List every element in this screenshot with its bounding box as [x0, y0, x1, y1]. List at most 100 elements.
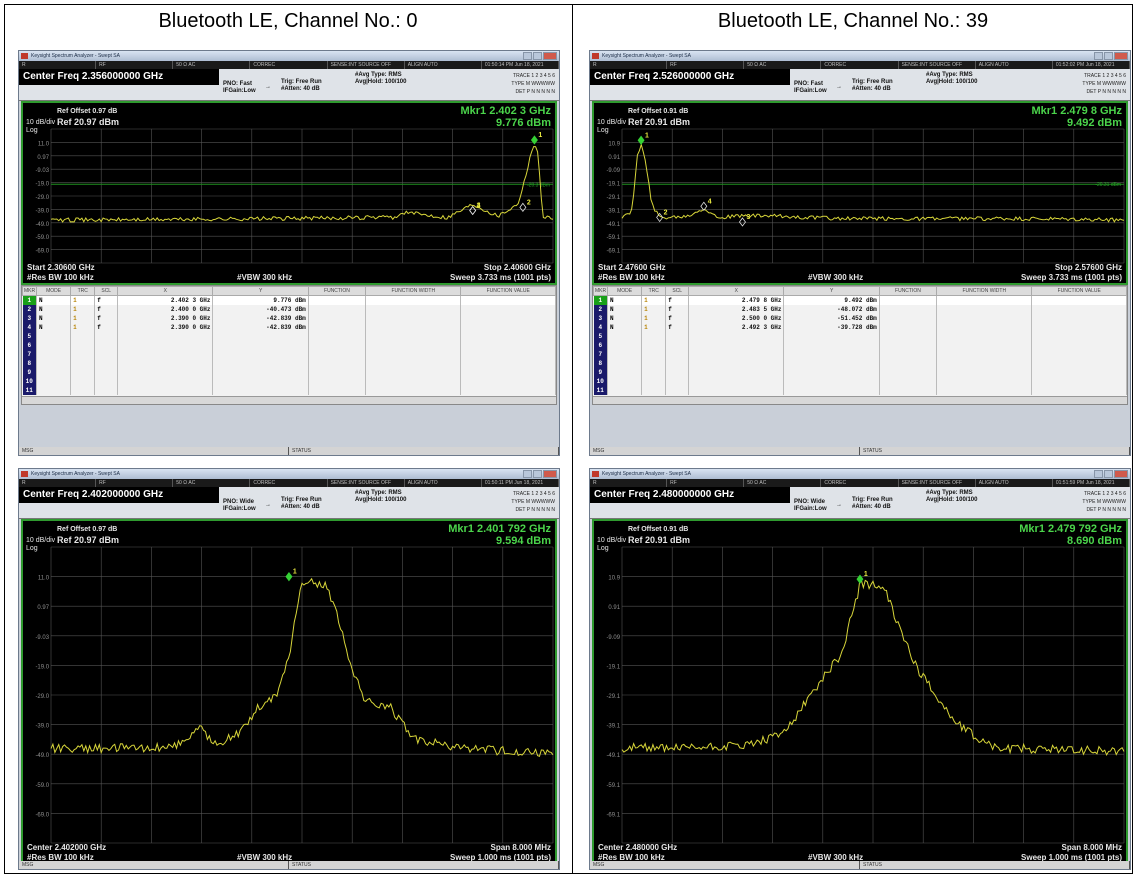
center-freq-readout[interactable]: Center Freq 2.526000000 GHz [590, 69, 790, 85]
marker-row[interactable]: 5 [22, 332, 556, 341]
trace-1-line [50, 145, 554, 223]
maximize-button[interactable] [533, 52, 542, 60]
marker-row[interactable]: 4 N 1 f 2.390 0 GHz -42.839 dBm [22, 323, 556, 332]
marker-row[interactable]: 8 [22, 359, 556, 368]
marker-cell [365, 359, 462, 368]
marker-row[interactable]: 9 [22, 368, 556, 377]
marker-row[interactable]: 7 [593, 350, 1127, 359]
display-footer: Center 2.402000 GHz Span 8.000 MHz #Res BW… [27, 843, 551, 863]
center-freq-readout[interactable]: Center Freq 2.480000000 GHz [590, 487, 790, 503]
window-title: Keysight Spectrum Analyzer - Swept SA [602, 471, 691, 477]
marker-row[interactable]: 11 [593, 386, 1127, 395]
minimize-button[interactable] [523, 52, 532, 60]
marker-table[interactable]: MKR MODE TRC SCL X Y FUNCTION FUNCTION WIDTH FUN… [592, 285, 1128, 405]
marker-row[interactable]: 5 [593, 332, 1127, 341]
window-title: Keysight Spectrum Analyzer - Swept SA [31, 471, 120, 477]
maximize-button[interactable] [1104, 470, 1113, 478]
marker-cell [936, 368, 1033, 377]
marker-row[interactable]: 1 N 1 f 2.479 8 GHz 9.492 dBm [593, 295, 1127, 305]
marker-cell [308, 377, 367, 386]
y-tick-label: -19.1 [606, 664, 620, 670]
instrument-status-line: R RF 50 Ω AC CORREC SENSE:INT SOURCE OFF ALIG… [19, 61, 559, 69]
close-button[interactable] [1114, 470, 1128, 478]
marker-row[interactable]: 8 [593, 359, 1127, 368]
marker-row[interactable]: 6 [22, 341, 556, 350]
vbw: #VBW 300 kHz [237, 853, 293, 862]
marker-cell: 3 [593, 314, 608, 323]
marker-row[interactable]: 10 [593, 377, 1127, 386]
trace-svg: 11.0 0.97 -9.03 -19.0 -29.0 -39.0 -49.0 -59.0 -6… [35, 128, 554, 264]
marker-cell [783, 386, 880, 395]
marker-row[interactable]: 3 N 1 f 2.500 0 GHz -51.452 dBm [593, 314, 1127, 323]
marker-cell [641, 332, 667, 341]
horizontal-scrollbar[interactable] [593, 396, 1127, 404]
spectrum-display[interactable]: Ref Offset 0.91 dB Ref 20.91 dBm 10 dB/div… [592, 101, 1128, 285]
y-tick-label: -59.1 [606, 235, 620, 241]
marker-cell [70, 359, 96, 368]
trigger-label: Trig: Free Run [852, 79, 893, 85]
marker-row[interactable]: 3 N 1 f 2.390 0 GHz -42.839 dBm [22, 314, 556, 323]
y-tick-label: -49.0 [35, 753, 49, 759]
maximize-button[interactable] [1104, 52, 1113, 60]
marker-cell [688, 386, 785, 395]
footer-row-1: Start 2.30600 GHz Stop 2.40600 GHz [27, 263, 551, 273]
status-field: CORREC [821, 61, 899, 69]
marker-cell [460, 295, 556, 305]
marker-row[interactable]: 2 N 1 f 2.400 0 GHz -40.473 dBm [22, 305, 556, 314]
spectrum-plot[interactable]: 11.0 0.97 -9.03 -19.0 -29.0 -39.0 -49.0 -59.0 -6… [35, 546, 554, 844]
trace-1-line [621, 579, 1125, 757]
marker-row[interactable]: 11 [22, 386, 556, 395]
bottom-status-bar: MSG STATUS [19, 447, 559, 455]
marker-cell [94, 359, 119, 368]
marker-cell [1031, 305, 1127, 314]
close-button[interactable] [543, 470, 557, 478]
marker-diamond-icon [285, 572, 293, 582]
spectrum-plot[interactable]: 10.9 0.91 -9.09 -19.1 -29.1 -39.1 -49.1 -59.1 -6… [606, 128, 1125, 264]
maximize-button[interactable] [533, 470, 542, 478]
marker-cell [460, 377, 556, 386]
marker-cell: 2 [22, 305, 37, 314]
close-button[interactable] [543, 52, 557, 60]
marker-row[interactable]: 4 N 1 f 2.492 3 GHz -39.728 dBm [593, 323, 1127, 332]
trace-indicator: TRACE 1 2 3 4 5 6 TYPE M WWWWW DET P N N N… [1082, 490, 1126, 514]
marker-number-label: 4 [708, 198, 712, 205]
minimize-button[interactable] [523, 470, 532, 478]
marker-amplitude: 9.492 dBm [1066, 117, 1122, 129]
marker-cell [94, 368, 119, 377]
center-freq-readout[interactable]: Center Freq 2.402000000 GHz [19, 487, 219, 503]
horizontal-scrollbar[interactable] [22, 396, 556, 404]
ifgain-label: IFGain:Low [223, 88, 256, 94]
stop-or-span-freq: Stop 2.57600 GHz [1054, 263, 1122, 272]
marker-cell [36, 350, 72, 359]
marker-cell [936, 341, 1033, 350]
minimize-button[interactable] [1094, 470, 1103, 478]
spectrum-plot[interactable]: 11.0 0.97 -9.03 -19.0 -29.0 -39.0 -49.0 -59.0 -6… [35, 128, 554, 264]
marker-cell: f [94, 305, 119, 314]
spectrum-display[interactable]: Ref Offset 0.97 dB Ref 20.97 dBm 10 dB/div… [21, 519, 557, 865]
status-field: RF [667, 479, 745, 487]
analyzer-window-ch39-span: Keysight Spectrum Analyzer - Swept SA R RF… [589, 468, 1131, 870]
status-field: 01:50:11 PM Jun 18, 2021 [482, 479, 559, 487]
marker-cell [36, 377, 72, 386]
marker-number-label: 3 [477, 202, 481, 209]
marker-cell [665, 368, 690, 377]
marker-row[interactable]: 6 [593, 341, 1127, 350]
minimize-button[interactable] [1094, 52, 1103, 60]
marker-row[interactable]: 1 N 1 f 2.402 3 GHz 9.776 dBm [22, 295, 556, 305]
window-title-bar: Keysight Spectrum Analyzer - Swept SA [19, 469, 559, 479]
spectrum-display[interactable]: Ref Offset 0.91 dB Ref 20.91 dBm 10 dB/div… [592, 519, 1128, 865]
column-header: MKR [22, 286, 37, 296]
marker-row[interactable]: 7 [22, 350, 556, 359]
status-field: STATUS [860, 447, 1130, 455]
center-freq-readout[interactable]: Center Freq 2.356000000 GHz [19, 69, 219, 85]
marker-table[interactable]: MKR MODE TRC SCL X Y FUNCTION FUNCTION WIDTH FUN… [21, 285, 557, 405]
marker-row[interactable]: 9 [593, 368, 1127, 377]
marker-row[interactable]: 10 [22, 377, 556, 386]
marker-row[interactable]: 2 N 1 f 2.483 5 GHz -48.072 dBm [593, 305, 1127, 314]
spectrum-plot[interactable]: 10.9 0.91 -9.09 -19.1 -29.1 -39.1 -49.1 -59.1 -6… [606, 546, 1125, 844]
close-button[interactable] [1114, 52, 1128, 60]
ref-offset: Ref Offset 0.97 dB [57, 526, 118, 533]
spectrum-display[interactable]: Ref Offset 0.97 dB Ref 20.97 dBm 10 dB/div… [21, 101, 557, 285]
marker-amplitude: 9.776 dBm [495, 117, 551, 129]
marker-cell [460, 359, 556, 368]
